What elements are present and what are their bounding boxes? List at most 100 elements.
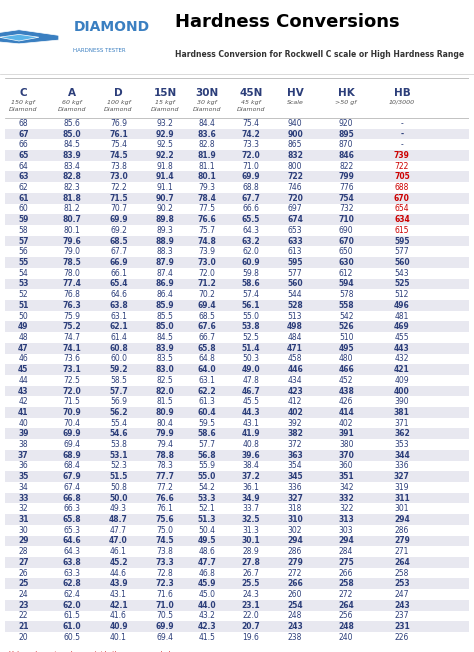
Text: 21: 21 (18, 622, 28, 631)
Text: 284: 284 (339, 547, 353, 556)
Text: 594: 594 (338, 280, 354, 288)
Text: 697: 697 (288, 205, 302, 213)
Text: 55: 55 (18, 258, 28, 267)
Text: 69.9: 69.9 (109, 215, 128, 224)
Text: 319: 319 (395, 483, 409, 492)
Text: 50: 50 (18, 312, 28, 321)
Text: 446: 446 (287, 365, 303, 374)
Text: 49.5: 49.5 (198, 537, 216, 546)
Text: 342: 342 (339, 483, 354, 492)
Text: 29: 29 (18, 537, 28, 546)
Text: 91.8: 91.8 (156, 162, 173, 171)
Text: 72.0: 72.0 (63, 387, 82, 396)
Text: 72.8: 72.8 (156, 569, 173, 578)
Text: 72.0: 72.0 (242, 151, 260, 160)
Text: 74.1: 74.1 (63, 344, 82, 353)
Text: 302: 302 (288, 526, 302, 535)
Text: 33.7: 33.7 (242, 504, 259, 513)
Text: 63.8: 63.8 (109, 301, 128, 310)
Text: 64.0: 64.0 (198, 365, 216, 374)
Text: 57: 57 (18, 237, 28, 246)
Text: 68: 68 (18, 119, 28, 128)
Polygon shape (0, 35, 39, 41)
Bar (5, 385, 469, 396)
Text: 498: 498 (287, 322, 303, 331)
Text: 10/3000: 10/3000 (389, 100, 415, 105)
Text: 634: 634 (394, 215, 410, 224)
Text: 271: 271 (395, 547, 409, 556)
Text: 371: 371 (395, 419, 409, 428)
Text: 53.8: 53.8 (242, 322, 260, 331)
Text: 327: 327 (394, 472, 410, 481)
Text: 310: 310 (287, 515, 303, 524)
Text: 83.5: 83.5 (156, 355, 173, 363)
Text: 360: 360 (339, 462, 354, 471)
Text: 30.1: 30.1 (242, 537, 260, 546)
Bar (5, 236, 469, 246)
Text: 264: 264 (394, 558, 410, 567)
Text: 80.1: 80.1 (198, 172, 216, 181)
Text: 69.4: 69.4 (64, 440, 81, 449)
Text: 303: 303 (339, 526, 354, 535)
Text: 75.6: 75.6 (155, 515, 174, 524)
Text: 31.3: 31.3 (243, 526, 259, 535)
Text: 47.7: 47.7 (197, 558, 216, 567)
Bar (5, 600, 469, 610)
Text: 64: 64 (18, 162, 28, 171)
Text: 57.7: 57.7 (198, 440, 215, 449)
Text: Diamond: Diamond (237, 107, 265, 112)
Text: 25.5: 25.5 (242, 579, 260, 588)
Text: 382: 382 (287, 429, 303, 438)
Text: 63.3: 63.3 (64, 569, 81, 578)
Text: 23.1: 23.1 (242, 600, 260, 610)
Text: 63.1: 63.1 (198, 376, 215, 385)
Text: 52.5: 52.5 (243, 333, 259, 342)
Text: 75.4: 75.4 (110, 140, 127, 149)
Text: 370: 370 (338, 451, 354, 460)
Text: 480: 480 (339, 355, 354, 363)
Text: 53.8: 53.8 (110, 440, 127, 449)
Text: 57.7: 57.7 (109, 387, 128, 396)
Text: 78.3: 78.3 (156, 462, 173, 471)
Text: 513: 513 (288, 312, 302, 321)
Text: 560: 560 (287, 280, 303, 288)
Text: 83.9: 83.9 (155, 344, 174, 353)
Text: 44.0: 44.0 (198, 600, 216, 610)
Text: 47.7: 47.7 (110, 526, 127, 535)
Text: 84.5: 84.5 (64, 140, 81, 149)
Text: 846: 846 (338, 151, 354, 160)
Text: 73.0: 73.0 (198, 258, 216, 267)
Text: HV: HV (287, 89, 303, 98)
Text: 900: 900 (287, 130, 303, 138)
Text: HK: HK (338, 89, 355, 98)
Text: 83.6: 83.6 (198, 130, 216, 138)
Text: 577: 577 (394, 247, 409, 256)
Text: 67.7: 67.7 (110, 247, 127, 256)
Text: 60.9: 60.9 (242, 258, 260, 267)
Text: 443: 443 (394, 344, 410, 353)
Text: 426: 426 (339, 397, 354, 406)
Text: 421: 421 (394, 365, 410, 374)
Text: 77.2: 77.2 (156, 483, 173, 492)
Text: 49: 49 (18, 322, 28, 331)
Text: 61.3: 61.3 (198, 397, 215, 406)
Text: 77.4: 77.4 (63, 280, 82, 288)
Text: 69.9: 69.9 (63, 429, 82, 438)
Text: -: - (401, 130, 403, 138)
Text: 67.4: 67.4 (64, 483, 81, 492)
Text: 870: 870 (339, 140, 354, 149)
Text: 26: 26 (18, 569, 28, 578)
Text: 61.0: 61.0 (63, 622, 82, 631)
Text: 70.2: 70.2 (198, 290, 215, 299)
Text: 47.0: 47.0 (109, 537, 128, 546)
Text: 526: 526 (338, 322, 354, 331)
Bar (5, 535, 469, 546)
Text: 73.6: 73.6 (64, 355, 81, 363)
Text: 471: 471 (287, 344, 303, 353)
Text: 670: 670 (394, 194, 410, 203)
Text: 68.5: 68.5 (198, 312, 215, 321)
Text: 43.1: 43.1 (243, 419, 259, 428)
Text: 90.2: 90.2 (156, 205, 173, 213)
Text: 42.3: 42.3 (198, 622, 216, 631)
Text: 240: 240 (339, 633, 354, 642)
